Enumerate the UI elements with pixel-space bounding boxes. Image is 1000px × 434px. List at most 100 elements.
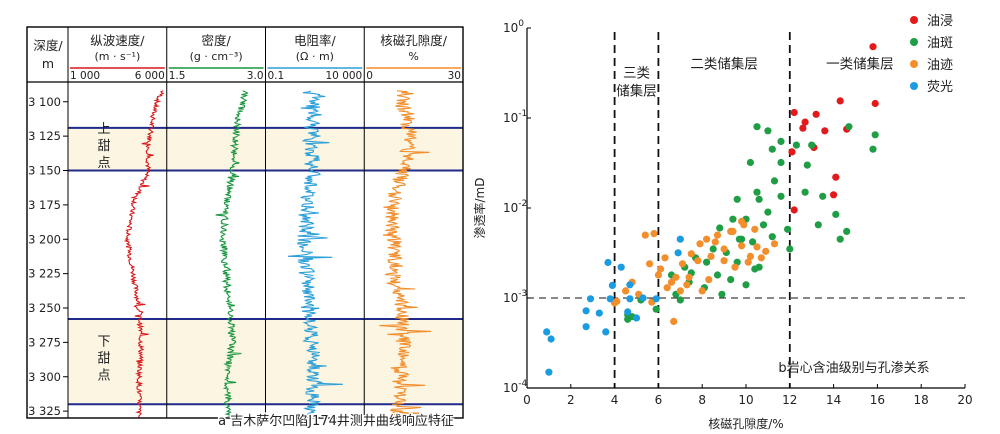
depth-tick-label: 3 125: [28, 129, 61, 143]
data-point: [547, 335, 555, 343]
zone-label-char: 下: [97, 335, 110, 350]
data-point: [742, 281, 750, 289]
data-point: [663, 284, 671, 292]
data-point: [646, 260, 654, 268]
data-point: [676, 287, 684, 295]
legend-label: 油浸: [927, 14, 953, 29]
data-point: [762, 247, 770, 255]
data-point: [871, 99, 879, 108]
data-point: [755, 195, 763, 203]
data-point: [672, 273, 680, 281]
data-point: [652, 295, 660, 303]
data-point: [622, 287, 630, 295]
data-point: [777, 192, 785, 200]
depth-tick-label: 3 300: [28, 370, 61, 384]
data-point: [711, 238, 719, 246]
zone-label-char: 点: [97, 369, 110, 384]
legend-marker: [910, 38, 918, 46]
data-point: [746, 252, 754, 260]
data-point: [753, 243, 761, 251]
data-point: [606, 295, 614, 303]
data-point: [703, 235, 711, 243]
data-point: [869, 43, 877, 51]
data-point: [836, 235, 844, 243]
data-point: [777, 158, 785, 167]
data-point: [869, 145, 877, 153]
data-point: [720, 245, 728, 253]
data-point: [733, 195, 741, 203]
data-point: [713, 231, 722, 239]
legend-label: 油斑: [927, 36, 953, 51]
data-point: [738, 242, 746, 250]
data-point: [683, 281, 691, 289]
data-point: [764, 208, 772, 216]
crossplot-caption: b岩心含油级别与孔渗关系: [778, 360, 929, 376]
data-point: [720, 257, 728, 265]
x-tick-label: 2: [567, 393, 575, 407]
depth-header-label: 深度/: [33, 38, 63, 53]
data-point: [641, 231, 649, 239]
data-point: [582, 323, 590, 331]
y-tick-label: 100: [503, 19, 524, 35]
data-point: [836, 97, 844, 105]
data-point: [729, 215, 737, 223]
data-point: [786, 245, 794, 253]
data-point: [650, 230, 658, 238]
log-curve: [123, 90, 165, 418]
data-point: [749, 238, 757, 246]
log-curves: [123, 90, 432, 419]
track-scale-min: 1 000: [70, 70, 100, 82]
data-point: [586, 295, 595, 303]
depth-axis: 3 100 3 125 3 150 3 175 3 200 3 225 3 250 3 275…: [28, 95, 68, 418]
depth-tick-label: 3 150: [28, 164, 61, 178]
data-point: [608, 281, 616, 289]
data-point: [604, 258, 612, 267]
x-tick-label: 14: [826, 393, 841, 407]
data-point: [624, 308, 632, 316]
data-point: [707, 252, 715, 260]
track-title: 密度/: [202, 33, 232, 48]
data-point: [709, 245, 717, 253]
data-point: [764, 127, 772, 135]
track-unit: (m · s⁻¹): [95, 50, 141, 63]
data-point: [582, 307, 590, 315]
data-point: [753, 123, 761, 131]
data-point: [768, 145, 776, 153]
log-panel-caption: a 吉木萨尔凹陷J174井测井曲线响应特征: [218, 413, 454, 429]
data-point: [832, 173, 840, 181]
cutoff-lines: [527, 32, 965, 388]
data-point: [674, 249, 682, 257]
data-point: [757, 254, 765, 262]
data-point: [678, 260, 687, 268]
track-unit: (g · cm⁻³): [190, 50, 243, 63]
x-tick-label: 20: [957, 393, 972, 407]
x-tick-label: 16: [870, 393, 885, 407]
crossplot-axes: 0 2 4 6 8 10 12 14 16 18 20 100 10-1 10-2 10-3 10-4: [503, 19, 973, 407]
data-point: [751, 265, 759, 273]
data-point: [661, 254, 669, 262]
data-point: [770, 240, 779, 248]
y-tick-label: 10-4: [503, 379, 528, 395]
data-point: [602, 328, 610, 336]
track-unit: %: [408, 50, 418, 63]
data-point: [670, 317, 678, 325]
data-point: [738, 217, 746, 225]
data-point: [727, 276, 735, 284]
data-point: [799, 124, 807, 132]
data-point: [821, 127, 829, 135]
data-point: [617, 263, 625, 271]
reservoir-class-label: 三类: [623, 66, 650, 82]
data-point: [703, 258, 711, 266]
reservoir-class-label: 一类储集层: [826, 57, 894, 73]
data-point: [832, 210, 840, 218]
log-header: 深度/m 纵波速度/ (m · s⁻¹) 1 000 6 000 密度/ (g · cm⁻³…: [33, 33, 461, 82]
data-point: [790, 108, 798, 117]
data-point: [803, 161, 811, 169]
track-scale-min: 0.1: [268, 70, 285, 82]
data-point: [639, 294, 647, 302]
data-point: [770, 177, 779, 185]
track-scale-max: 6 000: [135, 70, 165, 82]
log-curve: [287, 90, 343, 419]
data-point: [871, 131, 879, 139]
